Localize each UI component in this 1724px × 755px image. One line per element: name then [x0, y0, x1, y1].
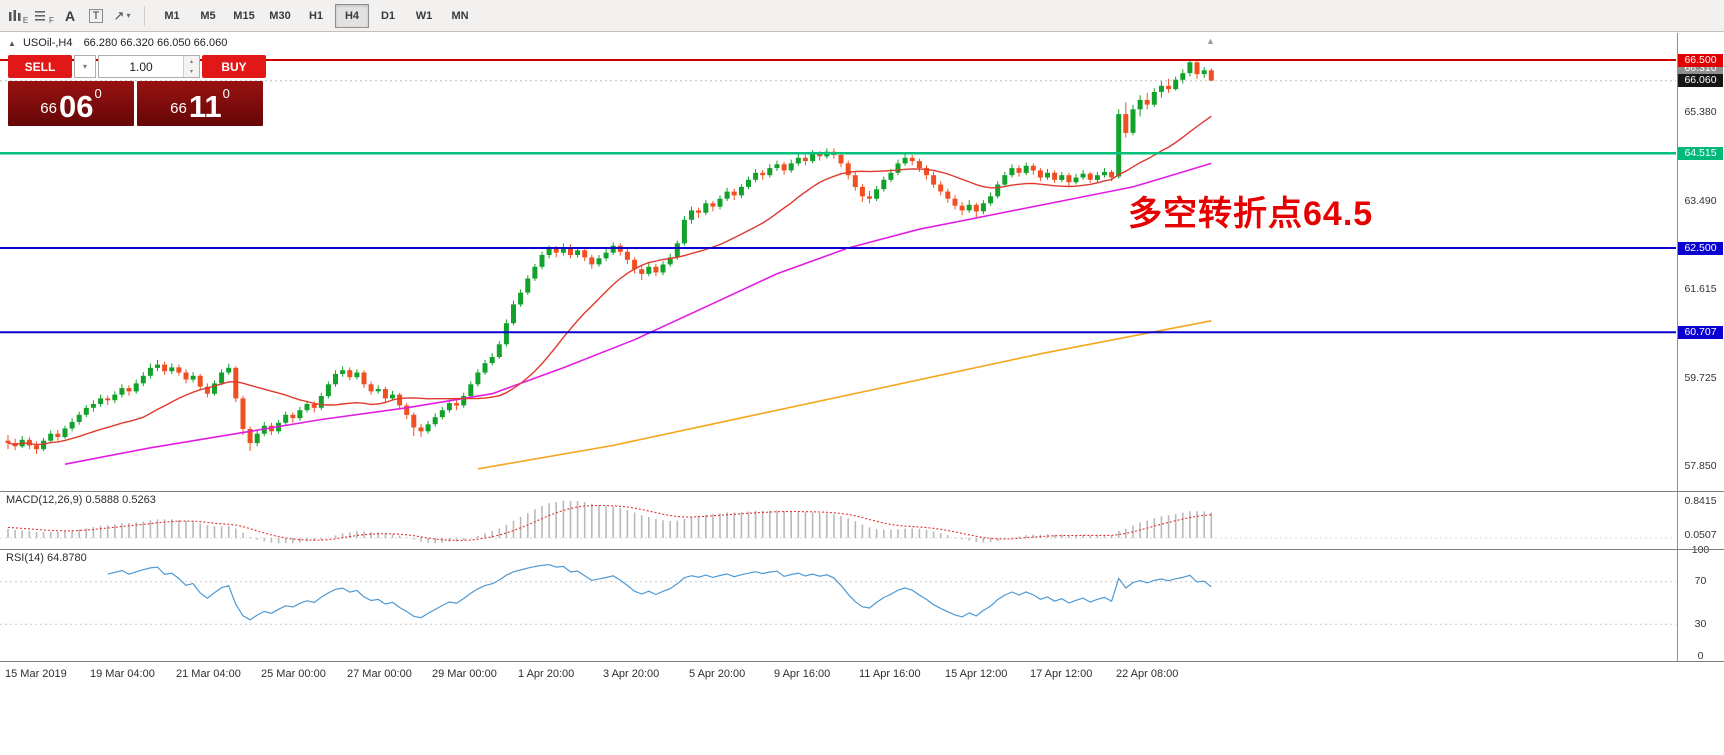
sell-button[interactable]: SELL	[8, 55, 72, 78]
panel-divider[interactable]	[0, 549, 1724, 550]
timeframe-m30-button[interactable]: M30	[269, 9, 291, 22]
tool-e-label: E	[22, 15, 29, 25]
macd-panel[interactable]	[0, 492, 1676, 549]
time-axis-label: 29 Mar 00:00	[432, 668, 497, 680]
volume-down-button[interactable]: ▾	[184, 66, 199, 77]
price-axis-label: 60.707	[1678, 325, 1723, 339]
time-axis-label: 15 Mar 2019	[5, 668, 67, 680]
volume-spinner: ▴ ▾	[183, 56, 199, 77]
price-axis-label: 70	[1694, 575, 1707, 588]
price-axis-label: 66.500	[1678, 53, 1723, 67]
collapse-panel-icon[interactable]: ▲	[8, 39, 16, 48]
buy-price-tile[interactable]: 66 11 0	[137, 81, 263, 126]
rsi-indicator-label: RSI(14) 64.8780	[6, 552, 87, 564]
price-axis-label: 59.725	[1684, 371, 1717, 384]
sell-price-prefix: 66	[40, 100, 57, 117]
timeframe-h1-button[interactable]: H1	[308, 9, 324, 22]
price-axis-label: 61.615	[1684, 283, 1717, 296]
time-axis-label: 1 Apr 20:00	[518, 668, 575, 680]
time-axis: 15 Mar 2019 19 Mar 04:00 21 Mar 04:00 25 Ma…	[0, 662, 1724, 755]
chart-text-annotation[interactable]: 多空转折点64.5	[1128, 195, 1374, 233]
price-axis-label: 100	[1691, 543, 1710, 556]
buy-price-sup: 0	[222, 86, 230, 101]
toolbar-separator	[144, 5, 145, 26]
timeframe-d1-button[interactable]: D1	[380, 9, 396, 22]
time-axis-label: 9 Apr 16:00	[774, 668, 831, 680]
grid-icon	[35, 10, 46, 21]
symbol-period-label: USOil-,H4	[22, 37, 73, 49]
drawing-tool-icon[interactable]: ↗ ▾	[110, 4, 134, 28]
timeframe-w1-button[interactable]: W1	[415, 9, 433, 22]
candles-icon	[8, 9, 21, 21]
time-axis-label: 19 Mar 04:00	[90, 668, 155, 680]
chart-shift-marker[interactable]: ▲	[1206, 36, 1215, 46]
sell-price-sup: 0	[94, 86, 102, 101]
time-axis-label: 15 Apr 12:00	[945, 668, 1008, 680]
timeframe-mn-button[interactable]: MN	[451, 9, 469, 22]
timeframe-m1-button[interactable]: M1	[164, 9, 180, 22]
one-click-trade-panel: SELL ▾ ▴ ▾ BUY 66 06 0 66 11 0	[8, 55, 268, 126]
volume-dropdown[interactable]: ▾	[74, 55, 96, 78]
main-price-chart[interactable]	[0, 33, 1676, 491]
drawing-tool-glyph: ↗	[113, 7, 125, 23]
price-axis-label: 30	[1694, 617, 1707, 630]
chevron-down-icon: ▾	[126, 11, 131, 20]
time-axis-label: 21 Mar 04:00	[176, 668, 241, 680]
candlestick-template-icon[interactable]: E	[6, 4, 30, 28]
time-axis-label: 3 Apr 20:00	[603, 668, 660, 680]
textbox-tool-label: T	[88, 8, 104, 23]
price-axis-label: 64.515	[1678, 146, 1723, 160]
timeframe-m15-button[interactable]: M15	[233, 9, 255, 22]
time-axis-label: 17 Apr 12:00	[1030, 668, 1093, 680]
price-axis-label: 0.0507	[1684, 529, 1717, 542]
tool-f-label: F	[49, 15, 54, 25]
price-axis-label: 0	[1697, 649, 1704, 662]
text-tool-icon[interactable]: A	[64, 7, 76, 24]
panel-divider[interactable]	[0, 491, 1724, 492]
time-axis-label: 25 Mar 00:00	[261, 668, 326, 680]
time-axis-label: 11 Apr 16:00	[859, 668, 921, 680]
sell-price-tile[interactable]: 66 06 0	[8, 81, 134, 126]
buy-button[interactable]: BUY	[202, 55, 266, 78]
chevron-down-icon: ▾	[82, 62, 87, 71]
buy-price-prefix: 66	[170, 100, 187, 117]
sell-price-main: 06	[58, 89, 94, 124]
price-axis-label: 0.8415	[1684, 494, 1717, 507]
timeframe-toolbar: M1 M5 M15 M30 H1 H4 D1 W1 MN	[155, 3, 477, 28]
volume-up-button[interactable]: ▴	[184, 56, 199, 67]
time-axis-label: 27 Mar 00:00	[347, 668, 412, 680]
price-axis-separator	[1677, 33, 1678, 661]
timeframe-m5-button[interactable]: M5	[200, 9, 216, 22]
price-axis-label: 63.490	[1684, 195, 1717, 207]
price-axis-label: 66.060	[1678, 74, 1723, 88]
macd-indicator-label: MACD(12,26,9) 0.5888 0.5263	[6, 494, 156, 506]
textbox-tool-icon[interactable]: T	[84, 4, 108, 28]
time-axis-label: 5 Apr 20:00	[689, 668, 746, 680]
volume-box: ▴ ▾	[98, 55, 200, 78]
time-axis-label: 22 Apr 08:00	[1116, 668, 1179, 680]
chart-title: ▲ USOil-,H4 66.280 66.320 66.050 66.060	[8, 37, 227, 49]
rsi-panel[interactable]	[0, 550, 1676, 656]
timeframe-h4-button[interactable]: H4	[335, 3, 369, 28]
indicator-grid-icon[interactable]: F	[32, 4, 56, 28]
price-axis-label: 57.850	[1684, 460, 1717, 472]
price-axis-label: 62.500	[1678, 241, 1723, 255]
buy-price-main: 11	[188, 89, 222, 124]
ohlc-values: 66.280 66.320 66.050 66.060	[83, 37, 228, 49]
price-axis-label: 65.380	[1684, 106, 1717, 119]
top-toolbar: E F A T ↗ ▾ M1 M5 M15 M30 H1 H4 D1 W1 MN	[0, 0, 1724, 32]
price-axis: 66.500 66.310 66.060 65.380 64.515 63.490 62.5…	[1678, 0, 1724, 755]
volume-input[interactable]	[99, 58, 183, 75]
panel-divider[interactable]	[0, 661, 1724, 662]
